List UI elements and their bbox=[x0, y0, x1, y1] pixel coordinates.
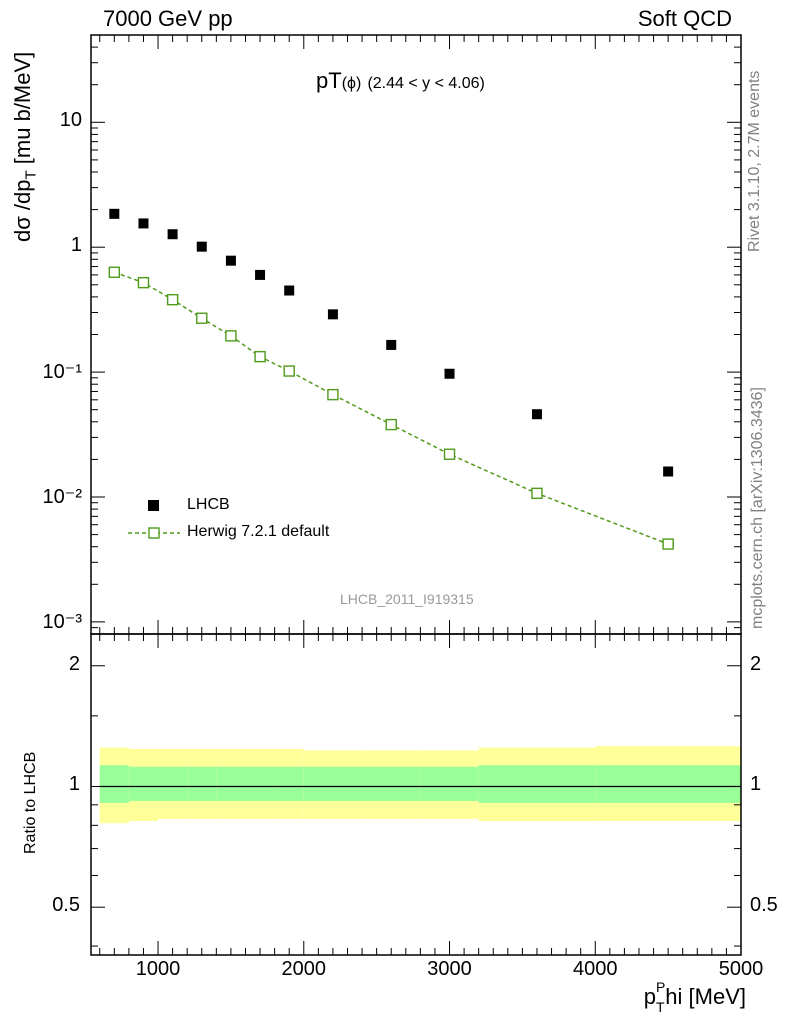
herwig-point bbox=[327, 388, 339, 401]
legend-markers bbox=[128, 500, 180, 539]
ratio-band-inner bbox=[99, 765, 129, 803]
x-tick-label: 1000 bbox=[135, 958, 181, 980]
herwig-point bbox=[108, 266, 121, 278]
y-axis-label-sub: T bbox=[22, 170, 40, 180]
ratio-plot-frame bbox=[90, 633, 742, 956]
lhcb-data-point bbox=[167, 229, 178, 240]
ratio-band-inner bbox=[595, 765, 741, 803]
header-right: Soft QCD bbox=[637, 6, 732, 31]
ratio-band-inner bbox=[274, 766, 304, 802]
y-tick-label: 10⁻¹ bbox=[42, 361, 82, 384]
data-points bbox=[108, 208, 674, 550]
herwig-point bbox=[166, 293, 179, 306]
lhcb-data-point bbox=[255, 269, 266, 280]
y-axis-label: dσ /dpT [mu b/MeV] bbox=[10, 52, 39, 242]
ratio-band-inner bbox=[478, 765, 596, 803]
lhcb-data-point bbox=[225, 255, 236, 266]
lhcb-data-point bbox=[138, 218, 149, 229]
ratio-band-inner bbox=[245, 766, 275, 802]
ratio-band-inner bbox=[187, 766, 217, 802]
y-tick-label: 1 bbox=[70, 234, 82, 257]
lhcb-data-point bbox=[196, 241, 207, 252]
ratio-tick-label-right: 2 bbox=[750, 652, 762, 675]
x-tick-label: 3000 bbox=[427, 958, 472, 980]
lhcb-data-point bbox=[663, 466, 674, 477]
herwig-point bbox=[443, 448, 456, 460]
lhcb-data-point bbox=[386, 339, 397, 350]
ratio-band-inner bbox=[128, 766, 159, 802]
plot-title: pT(ϕ) (2.44 < y < 4.06) bbox=[316, 68, 485, 94]
plot-title-range: (2.44 < y < 4.06) bbox=[367, 75, 485, 92]
herwig-point bbox=[254, 350, 266, 363]
ratio-band-inner bbox=[362, 766, 421, 802]
mcplots-credit: mcplots.cern.ch [arXiv:1306.3436] bbox=[749, 387, 766, 629]
herwig-point bbox=[283, 365, 295, 377]
ratio-tick-label-left: 1 bbox=[68, 773, 80, 796]
ratio-bands bbox=[99, 746, 741, 824]
y-tick-label: 10⁻² bbox=[42, 485, 82, 508]
lhcb-data-point bbox=[531, 409, 542, 420]
header-left: 7000 GeV pp bbox=[103, 6, 233, 31]
analysis-tag: LHCB_2011_I919315 bbox=[340, 591, 474, 607]
herwig-point bbox=[531, 487, 543, 500]
y-tick-label: 10 bbox=[59, 109, 82, 132]
plot-title-paren: (ϕ) bbox=[341, 75, 362, 92]
ratio-band-inner bbox=[216, 766, 246, 802]
x-axis-label-suffix: hi [MeV] bbox=[665, 984, 746, 1009]
herwig-point bbox=[225, 330, 237, 342]
x-axis-label-sup: P bbox=[655, 979, 666, 995]
ratio-band-inner bbox=[420, 766, 479, 802]
x-tick-label: 2000 bbox=[281, 958, 327, 980]
axes bbox=[90, 34, 742, 956]
ratio-tick-label-left: 0.5 bbox=[52, 894, 80, 917]
ratio-tick-label-right: 1 bbox=[750, 773, 762, 796]
legend-marker-herwig bbox=[148, 527, 160, 539]
main-plot-frame bbox=[90, 34, 742, 635]
lhcb-data-point bbox=[109, 208, 120, 219]
y-axis-label-main: dσ /dp bbox=[10, 179, 35, 242]
ratio-tick-label-left: 2 bbox=[68, 652, 80, 675]
ratio-band-inner bbox=[303, 766, 363, 802]
ratio-tick-label-right: 0.5 bbox=[750, 894, 778, 917]
x-axis-label-prefix: p bbox=[643, 984, 656, 1009]
x-axis-label-sub: T bbox=[655, 999, 665, 1015]
y-axis-label-units: [mu b/MeV] bbox=[10, 51, 35, 171]
lhcb-data-point bbox=[327, 309, 338, 320]
legend-marker-lhcb bbox=[148, 500, 159, 511]
herwig-point bbox=[137, 276, 150, 289]
herwig-point bbox=[196, 312, 208, 324]
ratio-band-inner bbox=[158, 766, 188, 802]
x-tick-label: 4000 bbox=[573, 958, 618, 980]
herwig-point bbox=[662, 538, 674, 550]
y-tick-label: 10⁻³ bbox=[42, 610, 82, 633]
lhcb-data-point bbox=[284, 285, 295, 296]
rivet-credit: Rivet 3.1.10, 2.7M events bbox=[746, 70, 763, 252]
legend-label-herwig: Herwig 7.2.1 default bbox=[187, 523, 330, 540]
herwig-point bbox=[385, 418, 397, 431]
lhcb-data-point bbox=[444, 368, 455, 379]
ratio-y-axis-label: Ratio to LHCB bbox=[22, 751, 39, 854]
plot-title-main: pT bbox=[316, 68, 342, 93]
x-tick-label: 5000 bbox=[718, 958, 764, 980]
legend-label-lhcb: LHCB bbox=[187, 496, 230, 513]
